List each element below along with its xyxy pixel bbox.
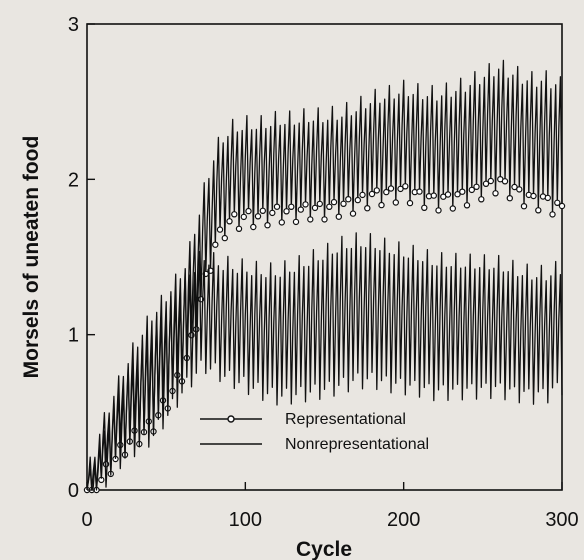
x-tick-label-300: 300 [545,509,578,531]
data-point-representational [435,207,442,214]
series-nonrepresentational [86,232,563,491]
data-point-representational [240,213,247,221]
series-layer [83,59,566,494]
data-point-representational [487,177,494,185]
data-point-representational [454,190,461,198]
data-point-representational [549,211,556,218]
data-point-representational [273,203,281,210]
data-point-representational [416,188,423,195]
data-point-representational [283,208,290,215]
data-point-representational [392,199,399,206]
data-point-representational [264,221,271,229]
data-point-representational [193,326,200,333]
y-tick-label-0: 0 [68,480,79,502]
y-tick-label-3: 3 [68,14,79,36]
data-point-representational [297,206,304,213]
x-tick-label-200: 200 [387,509,420,531]
data-point-representational [307,216,314,223]
data-point-representational [364,204,371,212]
data-point-representational [226,218,233,225]
x-tick-label-100: 100 [229,509,262,531]
data-point-representational [311,204,319,212]
data-point-representational [421,204,428,211]
data-point-representational [378,201,385,209]
legend-label-nonrepresentational: Nonrepresentational [285,436,429,453]
data-point-representational [278,219,285,226]
data-point-representational [321,216,328,223]
data-point-representational [459,188,466,195]
data-point-representational [254,213,262,220]
data-point-representational [383,188,390,196]
data-point-representational [354,196,361,204]
data-point-representational [288,203,295,210]
data-point-representational [373,187,380,194]
data-point-representational [506,194,513,202]
data-point-representational [235,225,243,232]
data-point-representational [326,203,333,210]
data-point-representational [473,183,480,190]
data-point-representational [468,186,475,194]
data-point-representational [387,185,395,192]
plot-frame [86,23,563,491]
legend-marker-representational [227,415,235,423]
data-point-representational [259,207,266,214]
data-point-representational [492,190,499,197]
x-tick-label-0: 0 [81,509,92,531]
data-point-representational [558,202,566,210]
data-point-representational [478,196,485,203]
data-point-representational [345,195,352,203]
legend-label-representational: Representational [285,411,406,428]
data-point-representational [292,218,300,226]
data-point-representational [359,191,366,199]
data-point-representational [520,202,528,210]
data-point-representational [212,241,219,248]
data-point-representational [302,201,309,208]
data-point-representational [535,207,542,214]
y-tick-label-1: 1 [68,325,79,347]
data-point-representational [501,178,509,185]
data-point-representational [511,183,518,191]
data-point-representational [482,180,490,187]
data-point-representational [316,200,323,208]
data-point-representational [245,207,252,215]
y-tick-label-2: 2 [68,169,79,191]
data-point-representational [330,198,338,206]
data-point-representational [368,190,376,198]
data-point-representational [231,211,238,218]
ticks-layer: 0 1 2 3 0 100 200 300 [68,14,579,531]
y-axis-label: Morsels of uneaten food [20,136,43,379]
data-point-representational [449,205,456,212]
data-point-representational [340,200,347,207]
data-point-representational [463,202,471,209]
data-point-representational [216,226,224,233]
data-point-representational [444,191,452,198]
data-point-representational [221,234,228,242]
data-point-representational [516,186,523,193]
data-point-representational [335,213,342,220]
data-point-representational [554,199,561,206]
data-point-representational [430,192,437,199]
x-axis-label: Cycle [296,538,352,560]
data-point-representational [349,210,357,217]
data-point-representational [544,194,552,202]
data-point-representational [250,223,257,231]
data-point-representational [269,209,276,217]
data-point-representational [406,199,414,207]
data-point-representational [402,183,409,190]
data-point-representational [397,185,404,193]
series-line-nonrepresentational [86,232,563,491]
data-point-representational [530,192,537,200]
legend: Representational Nonrepresentational [200,411,429,453]
